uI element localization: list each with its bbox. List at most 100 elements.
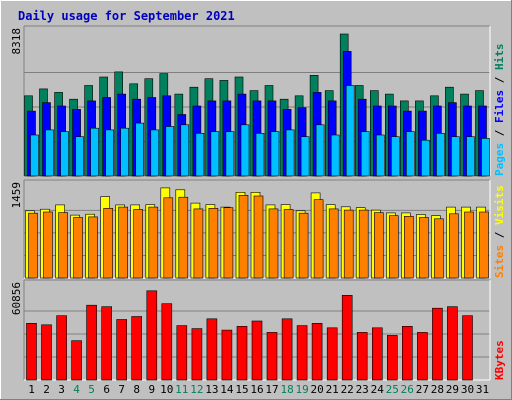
bar-pages-day-10 xyxy=(165,126,175,177)
bar-sites-day-8 xyxy=(133,209,143,279)
bar-sites-day-29 xyxy=(449,213,459,279)
bar-pages-day-21 xyxy=(330,134,340,177)
bar-sites-day-13 xyxy=(208,208,219,279)
x-tick-label-day-17: 17 xyxy=(265,383,278,396)
panel-legend-label: KBytes xyxy=(493,340,506,380)
bar-pages-day-18 xyxy=(285,129,295,177)
panel-legend-label: Sites / Visits xyxy=(493,185,506,278)
bar-kbytes-day-14 xyxy=(221,329,233,381)
bar-kbytes-day-16 xyxy=(251,320,263,381)
legend-part: Files xyxy=(493,90,506,123)
bar-kbytes-day-21 xyxy=(326,327,338,381)
bar-pages-day-28 xyxy=(436,133,445,177)
bar-sites-day-17 xyxy=(268,208,279,279)
bar-pages-day-1 xyxy=(30,134,39,177)
bar-sites-day-18 xyxy=(283,209,294,279)
bar-kbytes-day-24 xyxy=(371,327,383,381)
bar-pages-day-19 xyxy=(300,136,310,177)
bar-sites-day-23 xyxy=(358,209,369,279)
x-tick-label-day-1: 1 xyxy=(28,383,35,396)
bar-sites-day-24 xyxy=(373,212,384,279)
panel-hits-files-pages: 8318 Pages / Files / Hits xyxy=(10,25,506,177)
x-tick-label-day-16: 16 xyxy=(250,383,263,396)
bar-kbytes-day-18 xyxy=(281,318,293,381)
bar-pages-day-8 xyxy=(135,122,144,177)
x-tick-label-day-24: 24 xyxy=(371,383,385,396)
bar-sites-day-12 xyxy=(193,208,204,279)
bar-kbytes-day-5 xyxy=(86,304,97,381)
x-tick-label-day-27: 27 xyxy=(416,383,429,396)
bar-kbytes-day-30 xyxy=(462,315,473,381)
bar-sites-day-4 xyxy=(73,217,83,279)
bar-sites-day-5 xyxy=(88,216,98,279)
bar-pages-day-31 xyxy=(481,138,490,177)
x-tick-label-day-15: 15 xyxy=(235,383,248,396)
x-tick-label-day-6: 6 xyxy=(103,383,110,396)
legend-part: Sites xyxy=(493,245,506,278)
bar-kbytes-day-27 xyxy=(417,332,428,381)
y-max-label: 60856 xyxy=(10,282,23,315)
bar-kbytes-day-11 xyxy=(176,325,188,381)
bar-pages-day-7 xyxy=(120,127,129,177)
bar-sites-day-1 xyxy=(28,212,38,279)
chart-panels: 8318 Pages / Files / Hits 1459 Sites / Visi… xyxy=(10,25,506,381)
legend-part: Pages xyxy=(493,143,506,176)
x-tick-label-day-9: 9 xyxy=(148,383,155,396)
legend-part: Visits xyxy=(493,185,506,225)
x-tick-label-day-31: 31 xyxy=(476,383,489,396)
legend-part: / xyxy=(493,123,506,143)
bar-pages-day-11 xyxy=(180,124,190,177)
bar-sites-day-19 xyxy=(298,212,309,279)
bar-pages-day-29 xyxy=(451,136,460,177)
bar-sites-day-21 xyxy=(328,208,339,279)
panel-visits-sites: 1459 Sites / Visits xyxy=(10,179,506,279)
bar-kbytes-day-1 xyxy=(26,322,37,381)
bar-pages-day-30 xyxy=(466,136,475,177)
bar-kbytes-day-6 xyxy=(101,306,112,381)
x-tick-label-day-5: 5 xyxy=(88,383,95,396)
bar-pages-day-5 xyxy=(90,127,99,177)
bar-sites-day-31 xyxy=(479,211,489,279)
bar-pages-day-26 xyxy=(405,131,415,177)
bar-sites-day-2 xyxy=(43,211,53,279)
legend-part: / xyxy=(493,225,506,245)
bar-kbytes-day-29 xyxy=(447,306,458,381)
bar-sites-day-27 xyxy=(419,217,429,279)
bar-sites-day-20 xyxy=(313,199,324,279)
bar-pages-day-22 xyxy=(345,85,355,177)
bar-pages-day-20 xyxy=(315,124,325,177)
bar-kbytes-day-19 xyxy=(296,325,308,381)
bar-sites-day-25 xyxy=(388,215,399,279)
x-tick-label-day-8: 8 xyxy=(133,383,140,396)
x-tick-label-day-7: 7 xyxy=(118,383,125,396)
bar-sites-day-14 xyxy=(223,207,234,279)
bar-kbytes-day-9 xyxy=(146,290,158,381)
bar-kbytes-day-23 xyxy=(356,332,368,381)
x-tick-label-day-29: 29 xyxy=(446,383,459,396)
bar-sites-day-15 xyxy=(238,195,249,279)
bar-pages-day-13 xyxy=(210,131,220,177)
x-tick-label-day-22: 22 xyxy=(341,383,354,396)
bar-sites-day-22 xyxy=(343,209,354,279)
bar-pages-day-23 xyxy=(360,131,370,177)
bar-sites-day-10 xyxy=(163,197,174,279)
x-tick-label-day-28: 28 xyxy=(431,383,444,396)
bar-kbytes-day-4 xyxy=(71,340,82,381)
bar-sites-day-16 xyxy=(253,195,264,279)
bar-sites-day-9 xyxy=(148,206,159,279)
legend-part: / xyxy=(493,70,506,90)
bar-pages-day-9 xyxy=(150,129,160,177)
bar-kbytes-day-25 xyxy=(386,335,398,381)
bar-sites-day-6 xyxy=(103,208,113,279)
bar-kbytes-day-28 xyxy=(432,307,443,381)
bar-pages-day-17 xyxy=(270,131,280,177)
bar-pages-day-6 xyxy=(105,129,114,177)
x-tick-label-day-23: 23 xyxy=(356,383,369,396)
bar-sites-day-3 xyxy=(58,212,68,279)
bar-pages-day-14 xyxy=(225,131,235,177)
x-tick-label-day-2: 2 xyxy=(43,383,50,396)
bar-pages-day-3 xyxy=(60,131,69,177)
bar-kbytes-day-2 xyxy=(41,324,52,381)
